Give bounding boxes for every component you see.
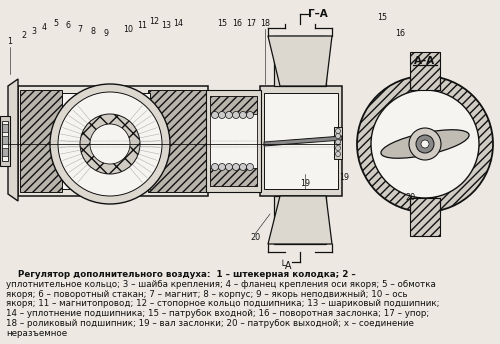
Bar: [206, 90, 261, 192]
Circle shape: [58, 92, 162, 196]
Bar: [410, 198, 440, 236]
Text: 13: 13: [161, 21, 171, 30]
Bar: [264, 93, 338, 189]
Text: 8: 8: [90, 28, 96, 36]
Polygon shape: [8, 79, 18, 201]
Text: 3: 3: [32, 26, 36, 35]
Polygon shape: [268, 36, 332, 86]
Bar: [148, 90, 206, 192]
Bar: [62, 93, 150, 189]
Text: 10: 10: [123, 24, 133, 33]
Text: 18 – роликовый подшипник; 19 – вал заслонки; 20 – патрубок выходной; x – соедине: 18 – роликовый подшипник; 19 – вал засло…: [6, 319, 414, 328]
Text: 7: 7: [78, 24, 82, 33]
Circle shape: [240, 111, 246, 118]
Circle shape: [232, 163, 239, 171]
Circle shape: [336, 129, 340, 133]
Text: якоря; 6 – поворотный стакан; 7 – магнит; 8 – корпус; 9 – якорь неподвижный; 10 : якоря; 6 – поворотный стакан; 7 – магнит…: [6, 290, 407, 299]
Circle shape: [90, 124, 130, 164]
Bar: [0, 116, 10, 166]
Text: Регулятор дополнительного воздуха:  1 – штекерная колодка; 2 –: Регулятор дополнительного воздуха: 1 – ш…: [6, 270, 356, 279]
Text: Г–А: Г–А: [308, 9, 328, 19]
Circle shape: [409, 128, 441, 160]
Circle shape: [240, 163, 246, 171]
Text: 11: 11: [137, 21, 147, 30]
Text: уплотнительное кольцо; 3 – шайба крепления; 4 – фланец крепления оси якоря; 5 – : уплотнительное кольцо; 3 – шайба креплен…: [6, 280, 436, 289]
Text: 14 – уплотнение подшипника; 15 – патрубок входной; 16 – поворотная заслонка; 17 : 14 – уплотнение подшипника; 15 – патрубо…: [6, 309, 429, 318]
Text: 19: 19: [300, 180, 310, 189]
Circle shape: [336, 146, 340, 151]
Text: 6: 6: [66, 21, 70, 31]
Text: А–А: А–А: [414, 56, 436, 66]
Bar: [210, 96, 257, 114]
Bar: [274, 196, 326, 244]
Ellipse shape: [381, 130, 469, 158]
Text: 19: 19: [339, 173, 349, 183]
Circle shape: [80, 114, 140, 174]
Bar: [2, 121, 8, 161]
Text: 16: 16: [395, 30, 405, 39]
Circle shape: [336, 140, 340, 144]
Circle shape: [421, 140, 429, 148]
Circle shape: [212, 163, 218, 171]
Bar: [18, 86, 208, 196]
Circle shape: [416, 135, 434, 153]
Bar: [2, 124, 8, 132]
Circle shape: [226, 163, 232, 171]
Bar: [334, 127, 342, 159]
Circle shape: [371, 90, 479, 198]
Text: 9: 9: [104, 30, 108, 39]
Bar: [410, 52, 440, 90]
Text: 20: 20: [405, 193, 415, 203]
Text: 18: 18: [260, 20, 270, 29]
Text: 4: 4: [42, 22, 46, 32]
Bar: [20, 90, 62, 192]
Text: 12: 12: [149, 18, 159, 26]
Bar: [260, 86, 342, 196]
Circle shape: [336, 133, 340, 139]
Text: 1: 1: [8, 37, 12, 46]
Circle shape: [357, 76, 493, 212]
Circle shape: [212, 111, 218, 118]
Bar: [274, 36, 326, 86]
Text: 17: 17: [246, 20, 256, 29]
Text: неразъемное: неразъемное: [6, 329, 67, 338]
Circle shape: [336, 151, 340, 157]
Circle shape: [246, 163, 254, 171]
Text: 20: 20: [250, 234, 260, 243]
Bar: [210, 96, 257, 186]
Circle shape: [246, 111, 254, 118]
Text: 14: 14: [173, 20, 183, 29]
Circle shape: [50, 84, 170, 204]
Text: └А: └А: [280, 261, 292, 271]
Text: 2: 2: [22, 32, 26, 41]
Text: 5: 5: [54, 20, 59, 29]
Text: 15: 15: [377, 13, 387, 22]
Bar: [210, 168, 257, 186]
Circle shape: [218, 111, 226, 118]
Circle shape: [232, 111, 239, 118]
Bar: [2, 148, 8, 156]
Polygon shape: [264, 136, 342, 146]
Text: 16: 16: [232, 20, 242, 29]
Polygon shape: [268, 196, 332, 244]
Text: 15: 15: [217, 20, 227, 29]
Bar: [2, 136, 8, 144]
Circle shape: [218, 163, 226, 171]
Circle shape: [226, 111, 232, 118]
Text: якоря; 11 – магнитопровод; 12 – стопорное кольцо подшипника; 13 – шариковый подш: якоря; 11 – магнитопровод; 12 – стопорно…: [6, 299, 440, 309]
